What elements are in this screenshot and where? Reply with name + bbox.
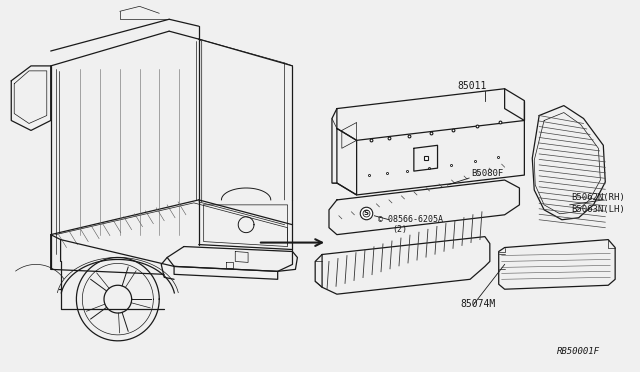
Text: S: S [364, 210, 369, 216]
Text: B5063N(LH): B5063N(LH) [572, 205, 625, 214]
Text: RB50001F: RB50001F [557, 347, 600, 356]
Text: B5080F: B5080F [471, 169, 503, 178]
Text: (2): (2) [392, 225, 407, 234]
Text: 85011: 85011 [457, 81, 486, 91]
Text: B5062N(RH): B5062N(RH) [572, 193, 625, 202]
Text: 85074M: 85074M [460, 299, 495, 309]
Text: © 08566-6205A: © 08566-6205A [378, 215, 444, 224]
